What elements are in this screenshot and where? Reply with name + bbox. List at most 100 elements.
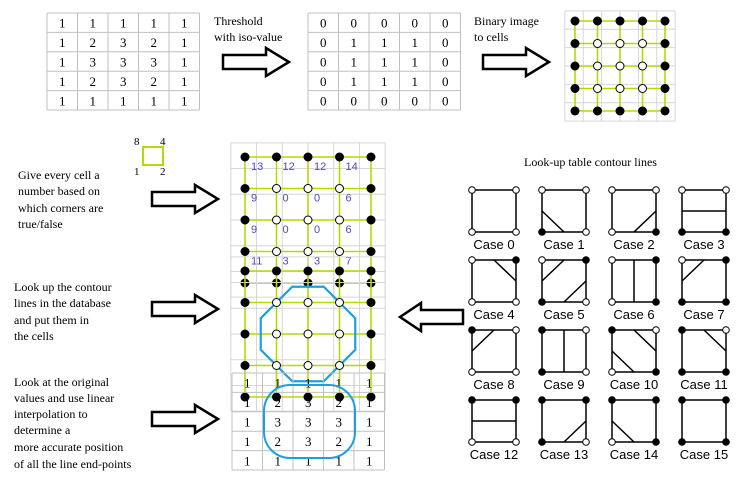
corner-dot-outside <box>571 85 579 93</box>
case-corner-on <box>539 229 546 236</box>
lookup-table-arrow <box>400 303 463 331</box>
input-value-cell: 1 <box>59 74 66 89</box>
corner-dot-inside <box>616 62 624 70</box>
corner-dot-outside <box>594 107 602 115</box>
corner-dot-outside <box>616 17 624 25</box>
case-corner-off <box>723 327 730 334</box>
lookup-case: Case 6 <box>609 257 660 322</box>
case-label: Case 8 <box>473 377 514 392</box>
input-value-cell: 1 <box>120 16 127 31</box>
case-square <box>542 190 586 232</box>
corner-dot-inside <box>273 330 281 338</box>
case-contour <box>634 330 656 351</box>
case-label: Case 12 <box>470 447 518 462</box>
interp-value-cell: 2 <box>275 395 282 410</box>
case-corner-on <box>723 397 730 404</box>
lookup-line-4: the cells <box>14 329 54 343</box>
cell-number: 0 <box>283 224 289 236</box>
corner-dot-outside <box>571 40 579 48</box>
case-corner-off <box>469 299 476 306</box>
case-label: Case 9 <box>543 377 584 392</box>
case-label: Case 15 <box>680 447 728 462</box>
case-corner-off <box>469 229 476 236</box>
case-corner-on <box>469 397 476 404</box>
input-value-cell: 1 <box>181 93 188 108</box>
binary-value-cell: 0 <box>442 35 449 50</box>
input-value-cell: 1 <box>181 16 188 31</box>
cell-number: 12 <box>283 161 295 173</box>
corner-dot-outside <box>241 153 249 161</box>
case-corner-off <box>539 187 546 194</box>
corner-dot-outside <box>661 62 669 70</box>
corner-dot-outside <box>241 362 249 370</box>
binary-value-cell: 1 <box>381 74 388 89</box>
binary-value-cell: 1 <box>351 35 358 50</box>
corner-dot-outside <box>661 107 669 115</box>
case-corner-off <box>609 439 616 446</box>
corner-dot-outside <box>639 17 647 25</box>
corner-dot-outside <box>241 267 249 275</box>
binary-value-cell: 1 <box>351 55 358 70</box>
interp-value-cell: 1 <box>366 395 373 410</box>
corner-dot-inside <box>273 299 281 307</box>
binary-value-cell: 1 <box>412 35 419 50</box>
lookup-case: Case 13 <box>539 397 590 462</box>
case-corner-on <box>539 327 546 334</box>
case-corner-off <box>583 439 590 446</box>
interp-value-cell: 3 <box>305 395 312 410</box>
interpolation-step-text: Look at the original values and use line… <box>14 375 132 471</box>
lookup-case: Case 15 <box>679 397 730 462</box>
lookup-table-title: Look-up table contour lines <box>524 155 657 169</box>
case-square <box>612 330 656 372</box>
corner-dot-outside <box>367 267 375 275</box>
case-square <box>472 190 516 232</box>
lookup-case: Case 4 <box>469 257 520 322</box>
case-square <box>542 260 586 302</box>
corner-dot-outside <box>616 107 624 115</box>
case-contour <box>542 211 564 232</box>
corner-legend-bottom-left: 1 <box>134 166 140 178</box>
case-label: Case 6 <box>613 307 654 322</box>
corner-dot-outside <box>367 299 375 307</box>
case-corner-on <box>653 299 660 306</box>
corner-dot-inside <box>616 85 624 93</box>
interp-value-cell: 1 <box>244 434 251 449</box>
case-corner-off <box>653 187 660 194</box>
binary-value-cell: 0 <box>320 74 327 89</box>
corner-dot-outside <box>367 153 375 161</box>
corner-dot-inside <box>273 185 281 193</box>
lookup-arrow <box>152 295 218 323</box>
case-corner-on <box>469 327 476 334</box>
case-corner-off <box>679 257 686 264</box>
corner-dot-outside <box>241 330 249 338</box>
case-square <box>612 400 656 442</box>
case-corner-off <box>583 369 590 376</box>
corner-dot-outside <box>241 299 249 307</box>
cell-number: 9 <box>251 193 257 205</box>
case-corner-off <box>583 299 590 306</box>
cell-number: 0 <box>283 193 289 205</box>
input-value-cell: 1 <box>59 93 66 108</box>
corner-dot-outside <box>336 153 344 161</box>
input-value-cell: 1 <box>120 93 127 108</box>
corner-legend: 8 4 1 2 <box>134 136 166 178</box>
case-corner-off <box>513 299 520 306</box>
interpolated-value-grid: 1 1 1 1 11 2 3 2 11 3 3 3 11 2 3 2 11 1 1 1 1 <box>232 373 385 470</box>
case-corner-on <box>653 257 660 264</box>
cell-number: 12 <box>314 161 326 173</box>
case-contour <box>564 421 586 442</box>
lookup-case: Case 10 <box>609 327 660 392</box>
lookup-case: Case 14 <box>609 397 660 462</box>
case-label: Case 2 <box>613 237 654 252</box>
corner-dot-inside <box>273 248 281 256</box>
binary-value-cell: 1 <box>381 55 388 70</box>
corner-dot-outside <box>241 248 249 256</box>
lookup-case: Case 5 <box>539 257 590 322</box>
binary-cells-panel <box>565 11 675 121</box>
numbering-line-3: which corners are <box>18 201 103 215</box>
cell-number: 0 <box>314 193 320 205</box>
binary-value-cell: 1 <box>412 74 419 89</box>
input-value-cell: 3 <box>120 35 127 50</box>
case-contour <box>472 330 494 351</box>
case-corner-off <box>609 187 616 194</box>
